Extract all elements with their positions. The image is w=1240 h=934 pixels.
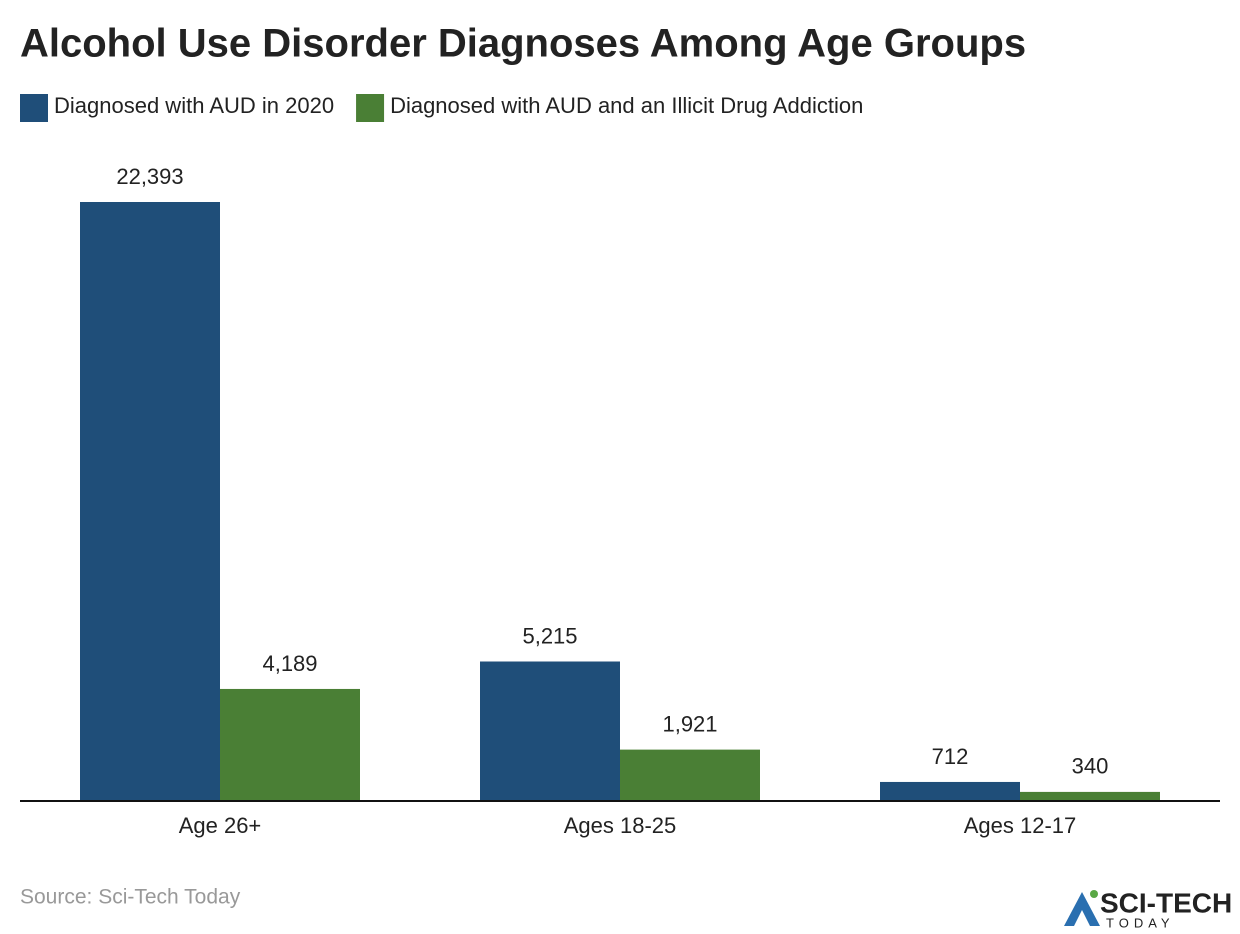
logo-icon: [1064, 892, 1100, 926]
logo-dot: [1090, 890, 1098, 898]
x-tick-label: Age 26+: [179, 813, 262, 838]
bar: [80, 202, 220, 801]
bar: [880, 781, 1020, 801]
legend-swatch: [20, 94, 48, 122]
x-tick-label: Ages 12-17: [964, 813, 1077, 838]
value-label: 5,215: [522, 623, 577, 648]
logo: SCI-TECH TODAY: [1064, 887, 1232, 930]
value-label: 4,189: [262, 651, 317, 676]
legend-label: Diagnosed with AUD and an Illicit Drug A…: [390, 93, 863, 118]
chart-title: Alcohol Use Disorder Diagnoses Among Age…: [20, 22, 1026, 66]
legend-label: Diagnosed with AUD in 2020: [54, 93, 334, 118]
bar: [480, 661, 620, 801]
bar: [220, 688, 360, 801]
bar: [620, 749, 760, 801]
value-label: 340: [1072, 754, 1109, 779]
logo-tagline: TODAY: [1106, 915, 1175, 930]
logo-name: SCI-TECH: [1100, 887, 1232, 918]
legend-swatch: [356, 94, 385, 122]
bar: [1020, 791, 1160, 801]
value-label: 712: [932, 744, 969, 769]
value-label: 22,393: [116, 164, 183, 189]
value-label: 1,921: [662, 711, 717, 736]
x-tick-label: Ages 18-25: [564, 813, 677, 838]
source: Source: Sci-Tech Today: [20, 886, 241, 909]
